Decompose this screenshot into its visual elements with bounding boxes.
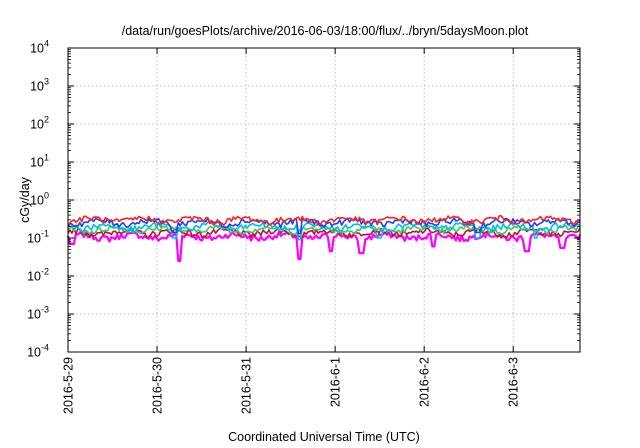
x-tick-label: 2016-6-1	[329, 357, 343, 407]
y-tick-label: 10-1	[27, 229, 49, 246]
series-line-6	[67, 215, 581, 227]
data-series	[66, 215, 581, 262]
y-tick-label: 102	[30, 115, 49, 132]
x-tick-label: 2016-6-2	[418, 357, 432, 407]
y-tick-label: 10-4	[27, 343, 49, 360]
y-tick-label: 10-2	[27, 267, 49, 284]
x-tick-label: 2016-5-31	[240, 357, 254, 414]
x-tick-labels: 2016-5-29 2016-5-30 2016-5-31 2016-6-1 2016-…	[62, 357, 521, 414]
y-tick-label: 10-3	[27, 305, 49, 322]
chart-title: /data/run/goesPlots/archive/2016-06-03/1…	[122, 24, 529, 38]
x-tick-label: 2016-6-3	[507, 357, 521, 407]
grid-lines	[68, 48, 580, 352]
series-line-2	[67, 227, 581, 239]
y-axis-label: cGy/day	[18, 176, 32, 223]
y-tick-labels: 10-4 10-3 10-2 10-1 100 101 102 103 104	[27, 39, 49, 360]
series-line-1	[66, 231, 581, 262]
axis-ticks	[67, 47, 580, 353]
y-tick-label: 100	[30, 191, 49, 208]
x-tick-label: 2016-5-29	[62, 357, 76, 414]
x-tick-label: 2016-5-30	[151, 357, 165, 414]
y-tick-label: 103	[30, 77, 49, 94]
y-tick-label: 104	[30, 39, 49, 56]
x-axis-label: Coordinated Universal Time (UTC)	[228, 430, 420, 444]
y-tick-label: 101	[30, 153, 49, 170]
